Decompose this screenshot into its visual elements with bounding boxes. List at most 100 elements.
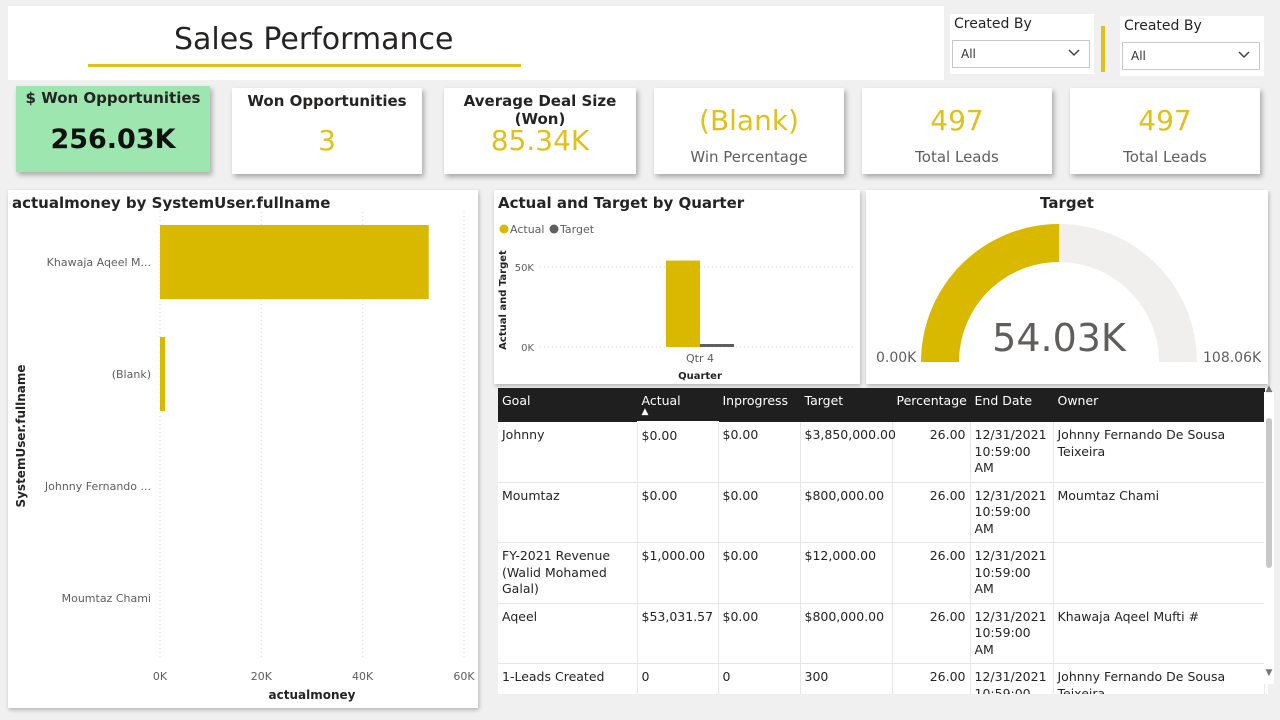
- column-header[interactable]: Actual ▲: [637, 388, 719, 423]
- scroll-down-icon[interactable]: ▼: [1265, 668, 1273, 678]
- kpi-total-leads-2[interactable]: 497 Total Leads: [1070, 88, 1260, 174]
- table-cell: $0.00: [718, 603, 801, 664]
- slicer-value: All: [961, 47, 976, 61]
- goals-table[interactable]: Goal Actual ▲ Inprogress Target Percentage End…: [498, 388, 1268, 694]
- gauge-title: Target: [1040, 194, 1094, 212]
- column-header-label: Percentage: [896, 393, 967, 408]
- table-cell: [1053, 542, 1265, 604]
- chevron-down-icon: [1238, 51, 1250, 59]
- created-by-dropdown-1[interactable]: All: [952, 40, 1090, 68]
- y-tick-label: 50K: [515, 263, 535, 274]
- y-axis-title: Actual and Target: [498, 250, 509, 350]
- kpi-label: $ Won Opportunities: [25, 89, 201, 107]
- x-tick-label: 40K: [352, 670, 374, 683]
- table-cell: 0: [637, 663, 719, 694]
- bar-chart-svg: 0K 20K 40K 60K Khawaja Aqeel M... (Blank) John…: [14, 212, 475, 702]
- table-cell: 26.00: [892, 542, 971, 604]
- table-cell: $0.00: [637, 482, 719, 543]
- table-row[interactable]: Moumtaz $0.00 $0.00 $800,000.00 26.00 12/31/2…: [498, 482, 1265, 543]
- table-cell: Johnny Fernando De Sousa Teixeira: [1053, 422, 1265, 483]
- kpi-won-count[interactable]: Won Opportunities 3: [232, 88, 422, 174]
- table-cell: $0.00: [718, 482, 801, 543]
- kpi-label: Average Deal Size (Won): [463, 92, 617, 128]
- table-body: Johnny $0.00 $0.00 $3,850,000.00 26.00 12/31/…: [498, 422, 1265, 694]
- scroll-up-icon[interactable]: ▲: [1265, 384, 1273, 394]
- column-header[interactable]: Goal: [498, 388, 638, 422]
- gauge-value: 54.03K: [992, 316, 1127, 360]
- table-cell: 26.00: [892, 663, 971, 694]
- x-tick-label: Qtr 4: [686, 352, 714, 365]
- bar-actual: [666, 260, 700, 347]
- y-axis-title: SystemUser.fullname: [14, 364, 28, 507]
- table-cell: 12/31/2021 10:59:00 AM: [970, 603, 1054, 664]
- table-cell: $0.00: [637, 422, 719, 483]
- slicer-label: Created By: [1124, 18, 1202, 34]
- table-scrollbar[interactable]: ▲ ▼: [1264, 384, 1274, 684]
- x-tick-label: 0K: [153, 670, 168, 683]
- kpi-avg-deal[interactable]: Average Deal Size (Won) 85.34K: [444, 88, 636, 174]
- y-tick-label: Johnny Fernando ...: [44, 480, 151, 493]
- y-tick-label: 0K: [521, 343, 534, 354]
- y-tick-label: Khawaja Aqeel M...: [47, 256, 151, 269]
- actualmoney-by-user-chart[interactable]: actualmoney by SystemUser.fullname 0K 20K…: [8, 190, 478, 708]
- kpi-total-leads-1[interactable]: 497 Total Leads: [862, 88, 1052, 174]
- table-cell: 26.00: [892, 482, 971, 543]
- legend-label: Actual: [510, 223, 544, 236]
- table-cell: 12/31/2021 10:59:00 AM: [970, 482, 1054, 543]
- x-tick-label: 20K: [251, 670, 273, 683]
- x-axis-title: Quarter: [678, 371, 722, 382]
- table-header-row: Goal Actual ▲ Inprogress Target Percentage End…: [498, 388, 1265, 423]
- column-header-label: Owner: [1057, 393, 1099, 408]
- table-cell: $3,850,000.00: [800, 422, 896, 483]
- sort-ascending-icon[interactable]: ▲: [641, 407, 649, 417]
- table-cell: FY-2021 Revenue (Walid Mohamed Galal): [498, 542, 638, 604]
- table-cell: 26.00: [892, 603, 971, 664]
- column-header[interactable]: End Date: [970, 388, 1054, 422]
- table-cell: 300: [800, 663, 893, 694]
- x-axis-title: actualmoney: [269, 688, 356, 702]
- chart-title: Actual and Target by Quarter: [498, 194, 745, 212]
- header-panel: Sales Performance: [8, 6, 944, 80]
- y-tick-label: Moumtaz Chami: [62, 592, 151, 605]
- target-gauge[interactable]: Target 54.03K 0.00K 108.06K: [866, 190, 1268, 384]
- scroll-thumb[interactable]: [1266, 418, 1272, 568]
- table-row[interactable]: 1-Leads Created 0 0 300 26.00 12/31/2021 10:5…: [498, 663, 1265, 694]
- table-row[interactable]: Johnny $0.00 $0.00 $3,850,000.00 26.00 12/31/…: [498, 422, 1265, 483]
- table-cell: $0.00: [718, 422, 801, 483]
- table-cell: Moumtaz: [498, 482, 638, 543]
- legend-marker: [499, 224, 509, 234]
- bar: [160, 225, 429, 299]
- kpi-label: Won Opportunities: [247, 92, 407, 110]
- table-cell: $53,031.57: [637, 603, 719, 664]
- kpi-value: 256.03K: [50, 124, 176, 155]
- table-cell: $12,000.00: [800, 542, 893, 604]
- created-by-slicer-1: Created By All: [950, 14, 1094, 74]
- bar: [160, 337, 166, 411]
- table-row[interactable]: FY-2021 Revenue (Walid Mohamed Galal) $1,…: [498, 542, 1265, 604]
- created-by-dropdown-2[interactable]: All: [1122, 42, 1260, 70]
- kpi-value: 497: [930, 104, 984, 137]
- table-cell: Johnny Fernando De Sousa Teixeira: [1053, 663, 1265, 694]
- kpi-label: Total Leads: [1123, 148, 1207, 166]
- actual-target-chart[interactable]: Actual and Target by Quarter Actual Targe…: [494, 190, 860, 384]
- column-header-label: Actual: [641, 393, 681, 408]
- x-tick-label: 60K: [453, 670, 475, 683]
- gauge-fill: [921, 224, 1059, 362]
- column-header[interactable]: Inprogress: [718, 388, 801, 422]
- column-header[interactable]: Target: [800, 388, 893, 422]
- column-header-label: Target: [804, 393, 844, 408]
- kpi-value: 85.34K: [490, 124, 590, 157]
- table-row[interactable]: Aqeel $53,031.57 $0.00 $800,000.00 26.00 12/3…: [498, 603, 1265, 664]
- table-cell: $800,000.00: [800, 482, 893, 543]
- kpi-won-amount[interactable]: $ Won Opportunities 256.03K: [16, 86, 210, 172]
- column-header[interactable]: Percentage: [892, 388, 971, 422]
- table-cell: 12/31/2021 10:59:00 AM: [970, 422, 1054, 483]
- kpi-value: 3: [318, 124, 336, 157]
- kpi-win-percentage[interactable]: (Blank) Win Percentage: [654, 88, 844, 174]
- bar-target: [700, 344, 734, 347]
- gauge-svg: 54.03K 0.00K 108.06K: [876, 224, 1262, 366]
- column-header[interactable]: Owner: [1053, 388, 1265, 422]
- y-tick-label: (Blank): [112, 368, 151, 381]
- gauge-min: 0.00K: [876, 350, 917, 366]
- kpi-value: 497: [1138, 104, 1192, 137]
